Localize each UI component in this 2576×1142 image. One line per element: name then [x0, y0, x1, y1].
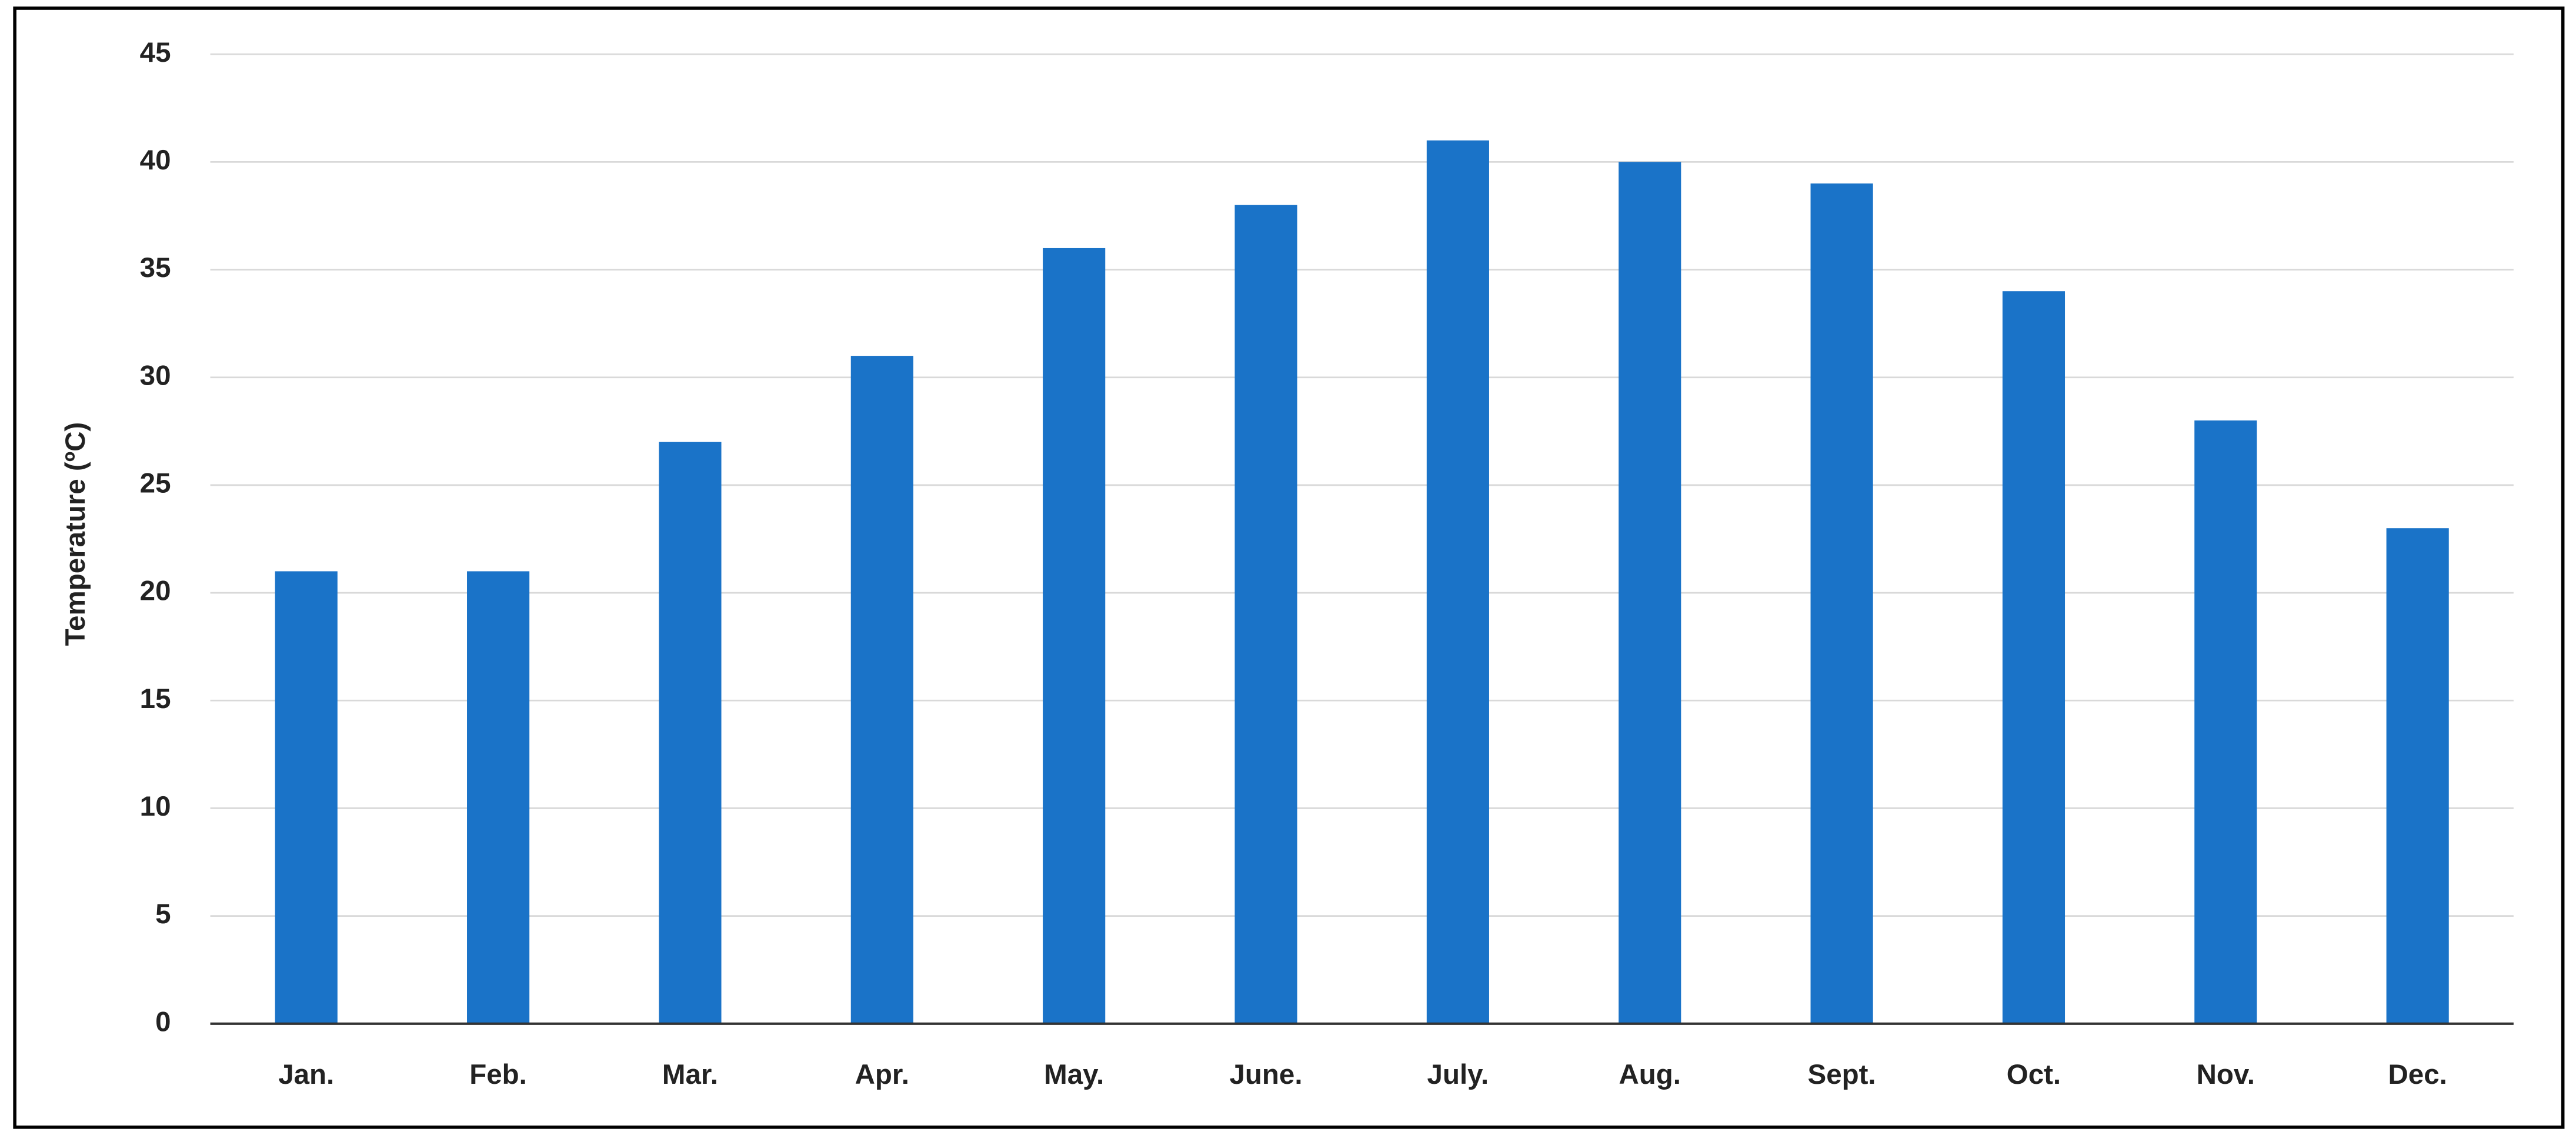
y-tick-label: 15 — [140, 683, 171, 714]
bar — [850, 356, 913, 1024]
y-tick-label: 20 — [140, 576, 171, 607]
y-tick-label: 5 — [155, 899, 171, 930]
y-tick-label: 30 — [140, 360, 171, 391]
bar — [2002, 291, 2066, 1024]
x-tick-label: July. — [1427, 1059, 1489, 1090]
x-tick-label: June. — [1230, 1059, 1303, 1090]
x-tick-label: Aug. — [1619, 1059, 1680, 1090]
bar — [1619, 162, 1681, 1024]
x-tick-label: Mar. — [662, 1059, 718, 1090]
x-tick-label: May. — [1044, 1059, 1104, 1090]
x-tick-label: Apr. — [855, 1059, 909, 1090]
y-tick-label: 10 — [140, 791, 171, 822]
bar — [467, 571, 530, 1024]
chart-frame — [13, 6, 2565, 1129]
x-tick-label: Sept. — [1808, 1059, 1876, 1090]
bar — [2194, 420, 2257, 1024]
y-tick-label: 0 — [155, 1006, 171, 1037]
bar — [2386, 528, 2449, 1024]
x-tick-label: Dec. — [2388, 1059, 2447, 1090]
y-tick-label: 40 — [140, 145, 171, 176]
bar — [1043, 248, 1106, 1024]
y-axis-label: Temperature (ºC) — [60, 422, 91, 646]
bar — [659, 442, 722, 1024]
bar — [1810, 183, 1873, 1024]
x-tick-label: Oct. — [2007, 1059, 2061, 1090]
x-tick-label: Feb. — [469, 1059, 527, 1090]
y-tick-label: 35 — [140, 252, 171, 283]
x-tick-label: Nov. — [2197, 1059, 2255, 1090]
y-tick-label: 45 — [140, 37, 171, 68]
bar — [1234, 205, 1297, 1024]
y-tick-label: 25 — [140, 468, 171, 499]
x-tick-label: Jan. — [278, 1059, 334, 1090]
bar — [275, 571, 338, 1024]
bar — [1426, 140, 1489, 1024]
